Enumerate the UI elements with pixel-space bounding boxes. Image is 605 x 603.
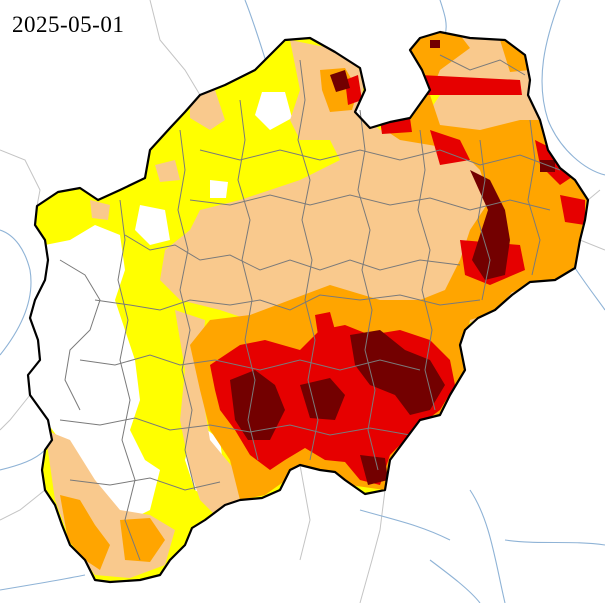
state-border (26, 30, 590, 584)
river-southwest (0, 449, 86, 591)
river-southeast (469, 489, 605, 603)
river-rhine (0, 229, 32, 356)
date-label: 2025-05-01 (12, 12, 125, 37)
river-weser (541, 0, 605, 176)
neighbor-border-east (579, 189, 605, 251)
drought-grid (28, 32, 588, 582)
river-east (574, 267, 605, 311)
zone-exceptional (230, 40, 555, 485)
neighbor-border-west (0, 149, 41, 207)
neighbor-border-south (299, 464, 386, 603)
district-boundaries (59, 54, 561, 561)
neighbor-border-north (149, 0, 201, 96)
neighbor-border-southwest (0, 394, 46, 521)
river-south (359, 509, 481, 603)
river-north (439, 0, 447, 36)
